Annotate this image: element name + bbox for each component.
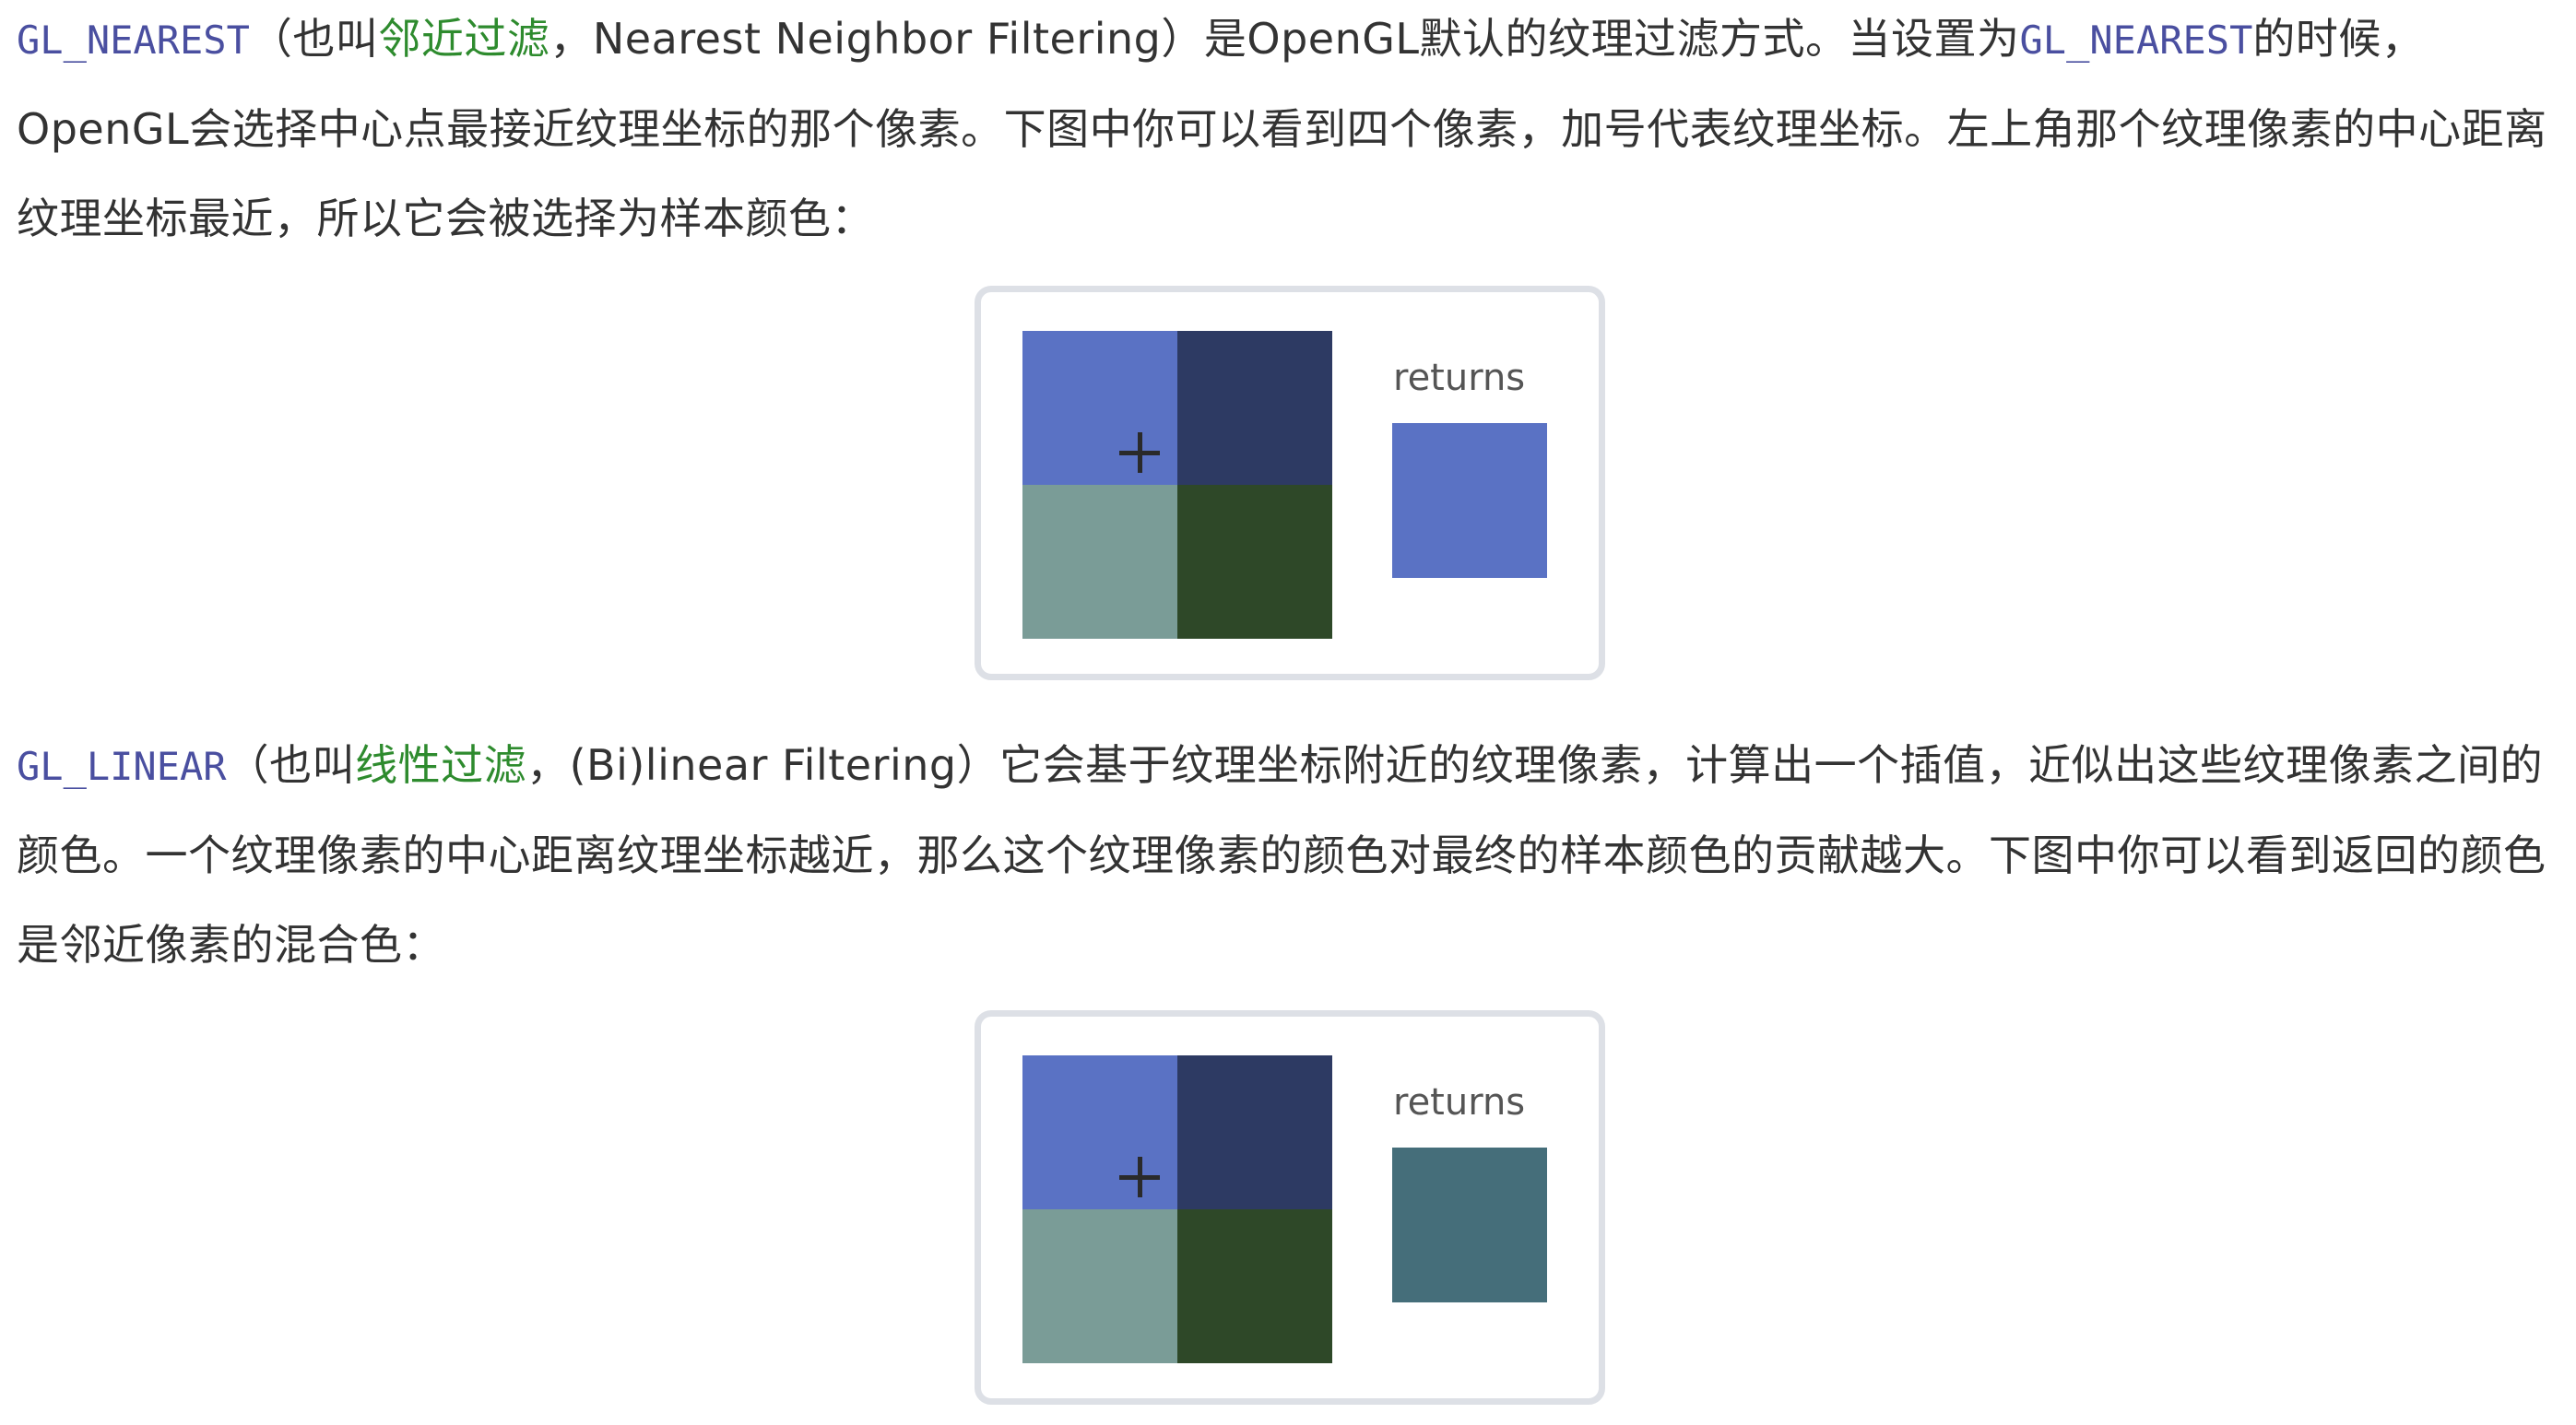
term-nearest-filtering: 邻近过滤 (378, 14, 550, 64)
nearest-filtering-figure: returns (975, 286, 1605, 680)
gl-nearest-code: GL_NEAREST (2019, 18, 2253, 63)
texel-bottom-right (1177, 485, 1332, 639)
returns-label: returns (1393, 357, 1526, 399)
gl-linear-code: GL_LINEAR (17, 744, 227, 789)
texel-bottom-left (1022, 485, 1177, 639)
texel-top-left (1022, 1055, 1177, 1209)
texel-top-right (1177, 331, 1332, 485)
returned-color-swatch (1392, 423, 1547, 578)
paragraph-text: （也叫 (226, 740, 356, 790)
returned-color-swatch (1392, 1148, 1547, 1302)
texel-bottom-right (1177, 1209, 1332, 1363)
texel-bottom-left (1022, 1209, 1177, 1363)
paragraph-text: ，Nearest Neighbor Filtering）是OpenGL默认的纹理… (549, 14, 2020, 64)
nearest-filtering-paragraph: GL_NEAREST（也叫邻近过滤，Nearest Neighbor Filte… (17, 0, 2561, 264)
texture-coordinate-plus-icon (1119, 432, 1160, 473)
paragraph-text: 的时候，OpenGL会选择中心点最接近纹理坐标的那个像素。下图中你可以看到四个像… (17, 14, 2547, 243)
paragraph-text: ，(Bi)linear Filtering）它会基于纹理坐标附近的纹理像素，计算… (17, 740, 2546, 970)
linear-filtering-paragraph: GL_LINEAR（也叫线性过滤，(Bi)linear Filtering）它会… (17, 721, 2561, 990)
paragraph-text: （也叫 (249, 14, 379, 64)
texture-coordinate-plus-icon (1119, 1157, 1160, 1197)
linear-filtering-figure: returns (975, 1010, 1605, 1405)
returns-label: returns (1393, 1081, 1526, 1124)
gl-nearest-code: GL_NEAREST (17, 18, 250, 63)
term-linear-filtering: 线性过滤 (355, 740, 527, 790)
texel-grid (1022, 1055, 1332, 1363)
texel-grid (1022, 331, 1332, 639)
texel-top-left (1022, 331, 1177, 485)
texel-top-right (1177, 1055, 1332, 1209)
